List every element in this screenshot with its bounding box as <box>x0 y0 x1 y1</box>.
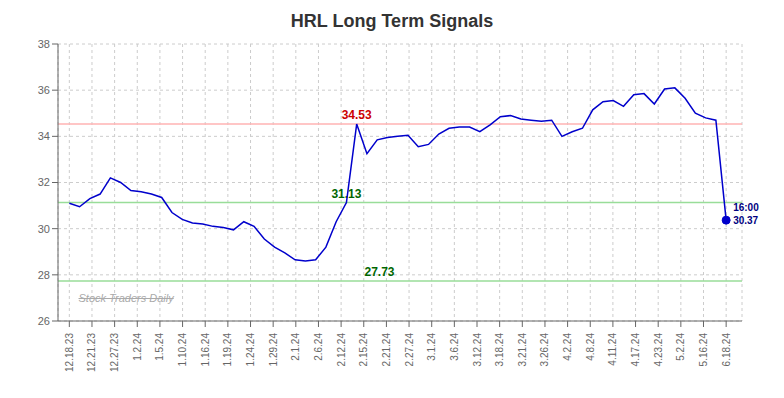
svg-text:2.27.24: 2.27.24 <box>404 333 415 367</box>
svg-text:4.17.24: 4.17.24 <box>630 333 641 367</box>
svg-text:36: 36 <box>38 84 50 96</box>
svg-text:4.8.24: 4.8.24 <box>585 333 596 361</box>
svg-text:3.6.24: 3.6.24 <box>449 333 460 361</box>
svg-text:2.21.24: 2.21.24 <box>381 333 392 367</box>
svg-text:5.2.24: 5.2.24 <box>675 333 686 361</box>
svg-text:32: 32 <box>38 176 50 188</box>
svg-text:34.53: 34.53 <box>342 108 372 122</box>
svg-text:1.24.24: 1.24.24 <box>245 333 256 367</box>
svg-text:3.26.24: 3.26.24 <box>539 333 550 367</box>
svg-text:12.21.23: 12.21.23 <box>86 333 97 372</box>
svg-text:2.12.24: 2.12.24 <box>336 333 347 367</box>
svg-text:3.1.24: 3.1.24 <box>426 333 437 361</box>
svg-text:26: 26 <box>38 315 50 327</box>
svg-text:3.21.24: 3.21.24 <box>517 333 528 367</box>
svg-text:1.2.24: 1.2.24 <box>132 333 143 361</box>
svg-text:31.13: 31.13 <box>331 186 362 201</box>
svg-text:1.16.24: 1.16.24 <box>200 333 211 367</box>
svg-text:12.27.23: 12.27.23 <box>109 333 120 372</box>
svg-text:1.29.24: 1.29.24 <box>268 333 279 367</box>
svg-text:1.5.24: 1.5.24 <box>154 333 165 361</box>
html-text:Stock Traders Daily: Stock Traders Daily <box>78 292 174 305</box>
svg-text:30.37: 30.37 <box>733 215 758 226</box>
svg-text:30: 30 <box>38 223 50 235</box>
svg-text:38: 38 <box>38 38 50 50</box>
svg-text:2.15.24: 2.15.24 <box>358 333 369 367</box>
svg-text:4.11.24: 4.11.24 <box>607 333 618 366</box>
svg-text:2.1.24: 2.1.24 <box>290 333 301 361</box>
svg-text:2.6.24: 2.6.24 <box>313 333 324 361</box>
svg-text:1.10.24: 1.10.24 <box>177 333 188 367</box>
svg-text:16:00: 16:00 <box>733 202 759 213</box>
svg-text:28: 28 <box>38 269 50 281</box>
svg-text:27.73: 27.73 <box>364 265 394 279</box>
svg-text:12.18.23: 12.18.23 <box>64 333 75 372</box>
svg-text:1.19.24: 1.19.24 <box>222 333 233 367</box>
svg-text:3.12.24: 3.12.24 <box>472 333 483 367</box>
svg-text:5.16.24: 5.16.24 <box>698 333 709 367</box>
svg-text:4.23.24: 4.23.24 <box>653 333 664 367</box>
svg-text:34: 34 <box>38 130 50 142</box>
svg-text:6.18.24: 6.18.24 <box>721 333 732 367</box>
html-text:HRL Long Term Signals: HRL Long Term Signals <box>290 11 494 31</box>
svg-text:3.18.24: 3.18.24 <box>494 333 505 367</box>
svg-text:4.2.24: 4.2.24 <box>562 333 573 361</box>
